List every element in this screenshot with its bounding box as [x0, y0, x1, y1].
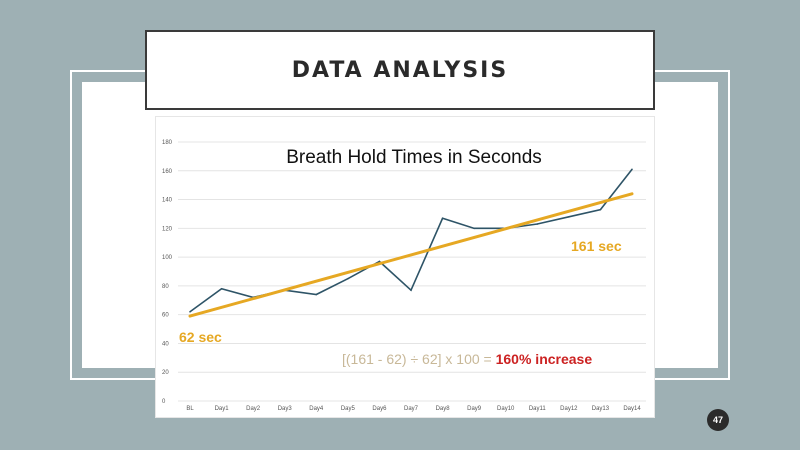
data-point [315, 293, 318, 296]
data-point [473, 227, 475, 230]
x-tick-label: BL [186, 406, 194, 412]
y-tick-label: 160 [162, 169, 173, 175]
y-tick-label: 120 [162, 226, 173, 232]
chart-title: Breath Hold Times in Seconds [286, 147, 542, 168]
data-point [441, 217, 444, 220]
data-point [599, 208, 602, 211]
page-number-badge: 47 [707, 409, 729, 431]
x-tick-label: Day3 [278, 406, 293, 412]
formula-annotation: [(161 - 62) ÷ 62] x 100 = 160% increase [342, 351, 592, 367]
data-point [220, 287, 223, 290]
y-tick-label: 20 [162, 370, 169, 376]
x-tick-label: Day13 [592, 406, 610, 412]
data-points [189, 168, 633, 313]
data-point [568, 216, 570, 218]
y-tick-label: 0 [162, 399, 166, 405]
slide-title: DATA ANALYSIS [291, 57, 509, 83]
data-point [189, 310, 191, 313]
gridlines [178, 141, 646, 402]
trendline [188, 192, 634, 318]
formula-text: [(161 - 62) ÷ 62] x 100 = [342, 351, 496, 367]
formula-result: 160% increase [496, 351, 593, 367]
data-point [536, 223, 539, 225]
y-tick-label: 100 [162, 255, 173, 261]
x-tick-label: Day7 [404, 406, 419, 412]
x-tick-label: Day8 [436, 406, 451, 412]
data-point [347, 277, 349, 280]
data-point [631, 168, 633, 171]
y-tick-label: 40 [162, 341, 169, 347]
x-tick-label: Day6 [372, 406, 387, 412]
data-point [378, 260, 381, 263]
y-tick-label: 180 [162, 140, 173, 146]
x-tick-label: Day12 [560, 406, 578, 412]
x-tick-label: Day5 [341, 406, 356, 412]
x-tick-label: Day9 [467, 406, 482, 412]
x-tick-label: Day2 [246, 406, 261, 412]
y-tick-label: 60 [162, 313, 169, 319]
y-tick-labels: 0 20 40 60 80 100 120 140 160 180 [162, 140, 173, 405]
start-value-label: 62 sec [179, 329, 222, 345]
x-tick-label: Day10 [497, 406, 515, 412]
breath-hold-chart: 0 20 40 60 80 100 120 140 160 180 BL Day1 Day2 Day3 D… [162, 140, 646, 412]
x-tick-label: Day4 [309, 406, 324, 412]
x-tick-label: Day14 [623, 406, 641, 412]
page-number: 47 [712, 415, 723, 425]
x-tick-label: Day11 [529, 406, 547, 412]
y-tick-label: 140 [162, 198, 173, 204]
y-tick-label: 80 [162, 284, 169, 290]
data-point [410, 289, 412, 292]
slide-title-box: DATA ANALYSIS [145, 30, 655, 110]
x-tick-label: Day1 [215, 406, 230, 412]
chart-card: 0 20 40 60 80 100 120 140 160 180 BL Day1 Day2 Day3 D… [156, 117, 654, 417]
end-value-label: 161 sec [571, 238, 622, 254]
x-tick-labels: BL Day1 Day2 Day3 Day4 Day5 Day6 Day7 Day8 Day9 Da… [186, 406, 641, 412]
